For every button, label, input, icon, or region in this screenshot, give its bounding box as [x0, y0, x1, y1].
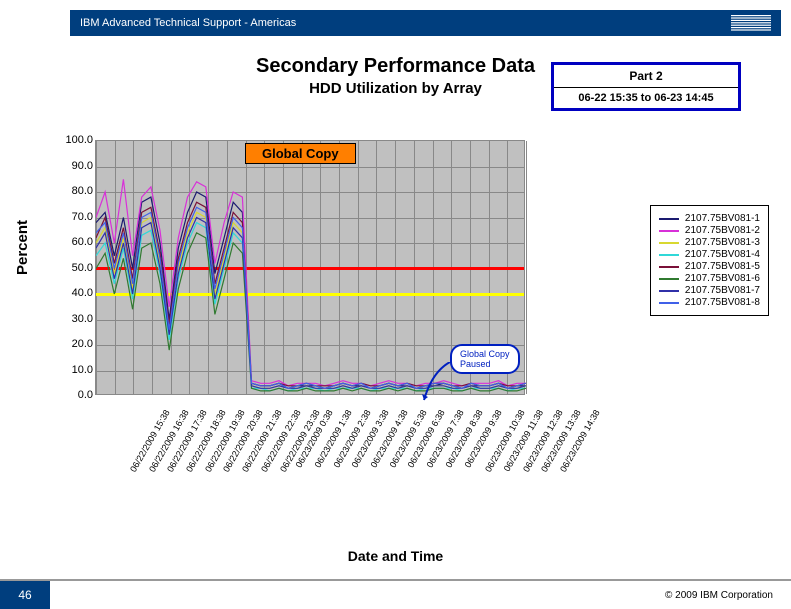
annotation-line2: Paused — [460, 359, 510, 369]
legend-swatch — [659, 302, 679, 304]
legend-item: 2107.75BV081-5 — [659, 261, 760, 272]
legend-label: 2107.75BV081-3 — [685, 237, 760, 248]
legend-swatch — [659, 266, 679, 268]
ibm-logo — [731, 15, 771, 31]
y-tick-label: 30.0 — [72, 313, 93, 325]
legend-item: 2107.75BV081-8 — [659, 297, 760, 308]
legend-swatch — [659, 218, 679, 220]
legend-label: 2107.75BV081-7 — [685, 285, 760, 296]
y-tick-label: 40.0 — [72, 287, 93, 299]
legend-item: 2107.75BV081-4 — [659, 249, 760, 260]
header-title: IBM Advanced Technical Support - America… — [80, 17, 296, 29]
y-tick-label: 90.0 — [72, 160, 93, 172]
y-tick-label: 10.0 — [72, 364, 93, 376]
legend-label: 2107.75BV081-5 — [685, 261, 760, 272]
legend-item: 2107.75BV081-1 — [659, 213, 760, 224]
page-number: 46 — [0, 581, 50, 609]
info-line1: Part 2 — [554, 65, 738, 87]
y-tick-label: 20.0 — [72, 338, 93, 350]
copyright: © 2009 IBM Corporation — [665, 590, 773, 601]
y-tick-label: 60.0 — [72, 236, 93, 248]
legend-item: 2107.75BV081-6 — [659, 273, 760, 284]
legend-label: 2107.75BV081-8 — [685, 297, 760, 308]
legend-item: 2107.75BV081-3 — [659, 237, 760, 248]
y-tick-label: 0.0 — [78, 389, 93, 401]
annotation-line1: Global Copy — [460, 349, 510, 359]
info-line2: 06-22 15:35 to 06-23 14:45 — [554, 87, 738, 108]
global-copy-label: Global Copy — [245, 143, 356, 164]
x-axis-label: Date and Time — [0, 548, 791, 564]
legend-item: 2107.75BV081-2 — [659, 225, 760, 236]
legend-swatch — [659, 290, 679, 292]
slide-header: IBM Advanced Technical Support - America… — [70, 10, 781, 36]
legend-swatch — [659, 254, 679, 256]
y-axis-label: Percent — [14, 220, 31, 275]
y-tick-label: 50.0 — [72, 262, 93, 274]
y-tick-label: 80.0 — [72, 185, 93, 197]
legend-swatch — [659, 242, 679, 244]
legend: 2107.75BV081-12107.75BV081-22107.75BV081… — [650, 205, 769, 316]
annotation-callout: Global Copy Paused — [450, 344, 520, 374]
legend-item: 2107.75BV081-7 — [659, 285, 760, 296]
legend-label: 2107.75BV081-4 — [685, 249, 760, 260]
y-tick-label: 100.0 — [65, 134, 93, 146]
y-tick-label: 70.0 — [72, 211, 93, 223]
legend-swatch — [659, 278, 679, 280]
legend-label: 2107.75BV081-6 — [685, 273, 760, 284]
legend-label: 2107.75BV081-1 — [685, 213, 760, 224]
info-box: Part 2 06-22 15:35 to 06-23 14:45 — [551, 62, 741, 111]
legend-swatch — [659, 230, 679, 232]
legend-label: 2107.75BV081-2 — [685, 225, 760, 236]
slide-footer: 46 © 2009 IBM Corporation — [0, 579, 791, 609]
